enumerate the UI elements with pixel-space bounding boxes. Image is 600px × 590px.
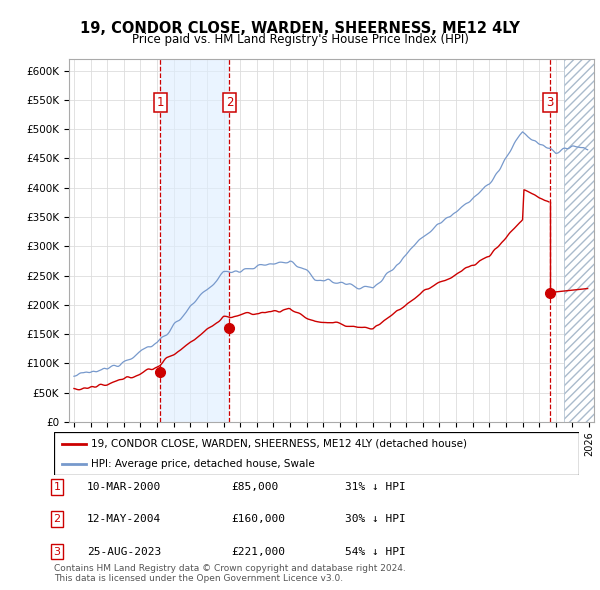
Point [82, 440, 89, 447]
Text: Contains HM Land Registry data © Crown copyright and database right 2024.
This d: Contains HM Land Registry data © Crown c… [54, 563, 406, 583]
Text: 19, CONDOR CLOSE, WARDEN, SHEERNESS, ME12 4LY (detached house): 19, CONDOR CLOSE, WARDEN, SHEERNESS, ME1… [91, 438, 467, 448]
Text: 12-MAY-2004: 12-MAY-2004 [87, 514, 161, 524]
Text: 2: 2 [226, 96, 233, 109]
Text: 2: 2 [53, 514, 61, 524]
Point [58, 460, 65, 467]
Text: £160,000: £160,000 [231, 514, 285, 524]
Text: HPI: Average price, detached house, Swale: HPI: Average price, detached house, Swal… [91, 459, 314, 469]
Text: £221,000: £221,000 [231, 547, 285, 556]
Text: 1: 1 [157, 96, 164, 109]
Point [58, 440, 65, 447]
Bar [564, 59, 594, 422]
Text: 54% ↓ HPI: 54% ↓ HPI [345, 547, 406, 556]
Text: 10-MAR-2000: 10-MAR-2000 [87, 482, 161, 491]
Point [82, 460, 89, 467]
Text: £85,000: £85,000 [231, 482, 278, 491]
Text: Price paid vs. HM Land Registry's House Price Index (HPI): Price paid vs. HM Land Registry's House … [131, 33, 469, 46]
Text: 1: 1 [53, 482, 61, 491]
Text: 31% ↓ HPI: 31% ↓ HPI [345, 482, 406, 491]
Bar [564, 59, 594, 422]
Text: 25-AUG-2023: 25-AUG-2023 [87, 547, 161, 556]
Text: 3: 3 [546, 96, 554, 109]
Text: 3: 3 [53, 547, 61, 556]
Text: 30% ↓ HPI: 30% ↓ HPI [345, 514, 406, 524]
Text: 19, CONDOR CLOSE, WARDEN, SHEERNESS, ME12 4LY: 19, CONDOR CLOSE, WARDEN, SHEERNESS, ME1… [80, 21, 520, 35]
Bar [160, 59, 229, 422]
